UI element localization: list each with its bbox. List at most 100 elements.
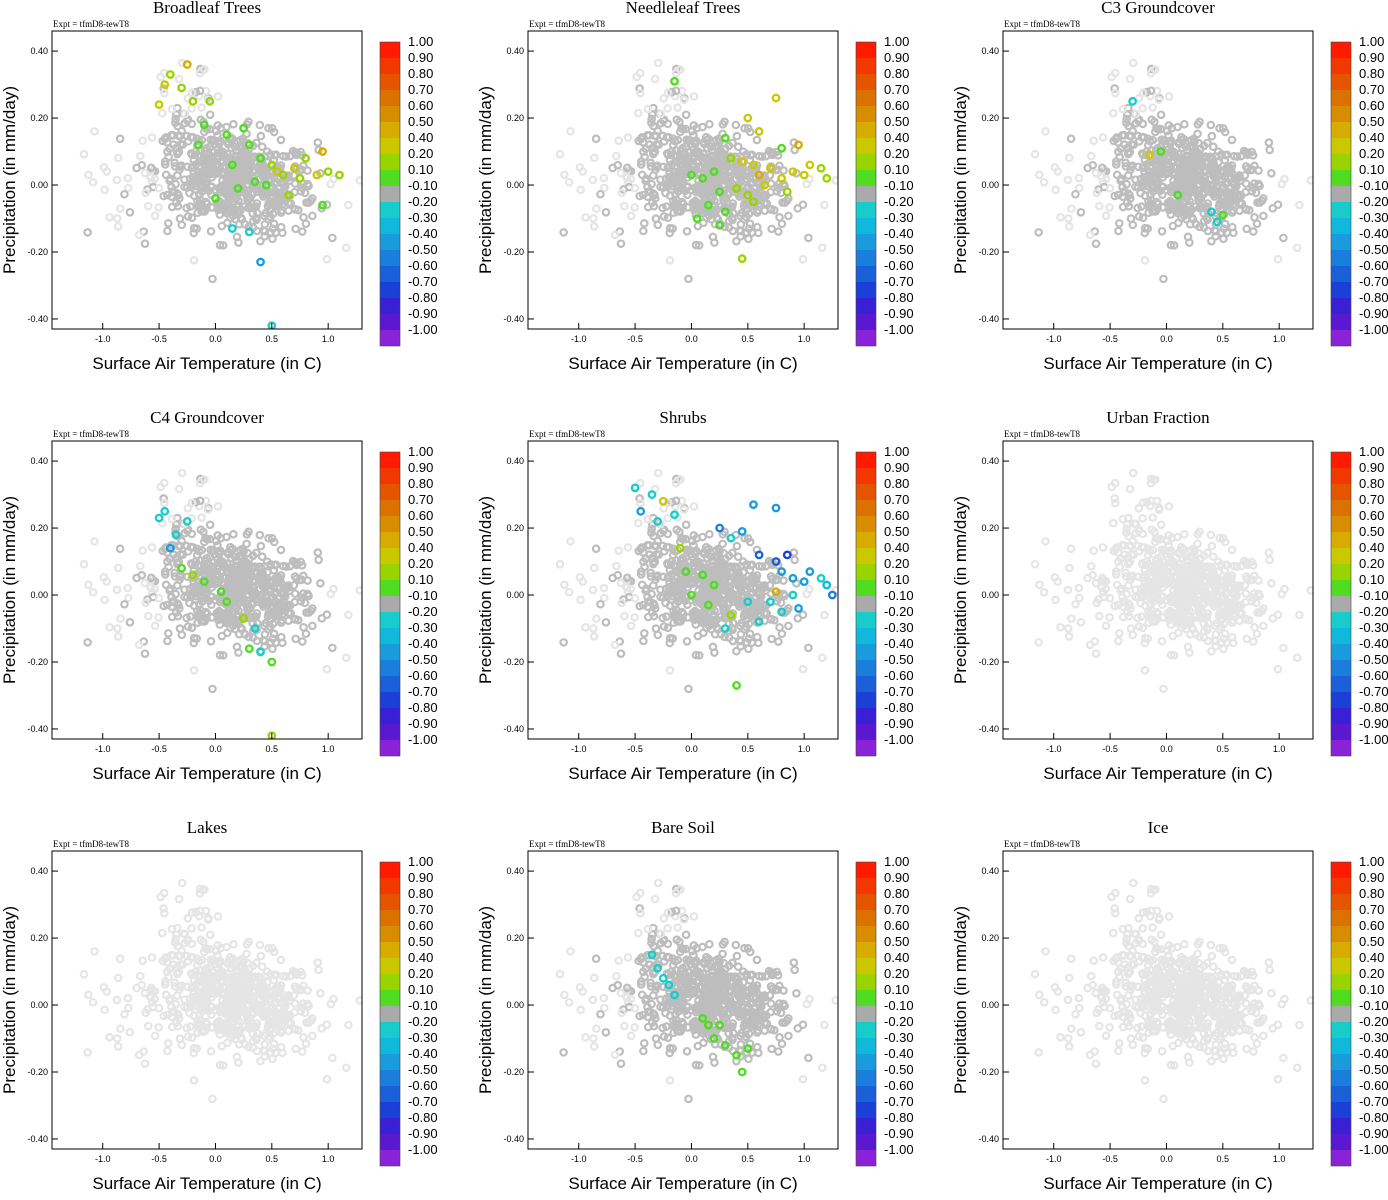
background-point bbox=[708, 152, 718, 161]
background-point bbox=[1191, 220, 1201, 229]
background-point bbox=[1111, 498, 1120, 508]
background-point bbox=[1212, 591, 1221, 600]
colorbar-label: -0.30 bbox=[884, 210, 914, 225]
colorbar-label: 0.40 bbox=[1359, 130, 1384, 145]
background-point bbox=[1157, 226, 1167, 236]
colorbar-frame bbox=[379, 41, 401, 347]
background-point bbox=[682, 226, 692, 236]
background-point bbox=[1199, 576, 1209, 585]
background-point bbox=[662, 559, 672, 568]
background-point bbox=[1173, 122, 1182, 132]
background-point bbox=[205, 110, 215, 120]
background-point bbox=[1125, 74, 1135, 84]
background-point bbox=[1066, 544, 1076, 554]
background-point bbox=[669, 611, 678, 620]
background-point bbox=[1071, 599, 1080, 609]
background-point bbox=[673, 566, 682, 576]
background-point bbox=[298, 637, 307, 646]
colorbar-cell bbox=[380, 468, 400, 484]
background-point bbox=[207, 173, 217, 182]
colorbar: 1.000.900.800.700.600.500.400.200.10-0.1… bbox=[1330, 444, 1388, 757]
y-tick-label: -0.40 bbox=[978, 314, 999, 324]
background-point bbox=[1035, 170, 1044, 180]
colorbar-label: 0.10 bbox=[1359, 572, 1384, 587]
background-point bbox=[1131, 118, 1141, 128]
colorbar-label: 0.90 bbox=[1359, 460, 1384, 475]
y-tick-label: 0.40 bbox=[506, 46, 524, 56]
background-point bbox=[1096, 582, 1106, 591]
background-point bbox=[115, 134, 125, 144]
background-point bbox=[1112, 157, 1121, 166]
background-point bbox=[1177, 542, 1186, 552]
background-point bbox=[180, 528, 190, 538]
background-point bbox=[718, 539, 727, 549]
highlight-point bbox=[771, 503, 781, 513]
colorbar-cell bbox=[856, 202, 876, 218]
background-point bbox=[1177, 572, 1187, 581]
background-point bbox=[1175, 603, 1185, 612]
background-point bbox=[1154, 505, 1164, 515]
background-point bbox=[112, 175, 122, 185]
background-point bbox=[753, 609, 763, 619]
background-point bbox=[1138, 213, 1148, 223]
background-point bbox=[268, 191, 277, 200]
highlight-point bbox=[675, 543, 685, 553]
background-point bbox=[239, 547, 248, 556]
background-point bbox=[90, 537, 99, 546]
background-point bbox=[673, 610, 682, 619]
background-point bbox=[268, 601, 277, 610]
background-point bbox=[215, 620, 225, 629]
background-point bbox=[1108, 518, 1118, 528]
background-point bbox=[635, 84, 644, 93]
x-tick-label: -1.0 bbox=[1046, 334, 1062, 344]
colorbar-cell bbox=[856, 74, 876, 90]
background-point bbox=[1145, 172, 1154, 182]
x-tick-label: 0.0 bbox=[209, 334, 222, 344]
background-point bbox=[646, 568, 655, 578]
background-point bbox=[616, 239, 626, 248]
colorbar-label: -0.40 bbox=[1359, 226, 1388, 241]
highlight-point bbox=[720, 207, 730, 217]
background-point bbox=[665, 256, 675, 265]
background-point bbox=[1118, 182, 1127, 192]
background-point bbox=[798, 200, 808, 210]
background-point bbox=[255, 530, 265, 540]
colorbar-label: -0.10 bbox=[1359, 588, 1388, 603]
background-point bbox=[132, 163, 142, 173]
background-point bbox=[1215, 123, 1224, 133]
plot-frame bbox=[51, 30, 363, 330]
background-point bbox=[296, 1006, 306, 1016]
background-point bbox=[269, 629, 279, 639]
background-point bbox=[105, 212, 114, 222]
background-point bbox=[699, 218, 708, 228]
background-point bbox=[636, 88, 645, 98]
background-point bbox=[619, 611, 629, 621]
background-point bbox=[259, 167, 268, 177]
background-point bbox=[616, 649, 626, 658]
background-point bbox=[1128, 220, 1138, 230]
background-point bbox=[186, 149, 196, 158]
background-point bbox=[596, 189, 605, 199]
x-tick-label: 0.0 bbox=[1160, 334, 1173, 344]
y-tick-label: -0.20 bbox=[503, 657, 524, 667]
background-point bbox=[617, 188, 627, 198]
background-point bbox=[170, 568, 179, 578]
panel-title: Urban Fraction bbox=[1106, 408, 1210, 427]
background-point bbox=[1156, 520, 1166, 530]
background-point bbox=[1277, 589, 1287, 599]
highlight-point bbox=[749, 500, 758, 510]
colorbar-frame bbox=[855, 451, 877, 757]
colorbar-label: 0.70 bbox=[1359, 82, 1384, 97]
background-point bbox=[798, 610, 808, 620]
background-point bbox=[1227, 222, 1237, 232]
colorbar-label: -1.00 bbox=[408, 322, 438, 337]
background-point bbox=[1174, 218, 1183, 228]
background-point bbox=[1116, 584, 1126, 593]
background-point bbox=[1105, 593, 1115, 603]
background-point bbox=[177, 630, 187, 640]
colorbar-cell bbox=[856, 708, 876, 724]
background-point bbox=[150, 621, 160, 631]
